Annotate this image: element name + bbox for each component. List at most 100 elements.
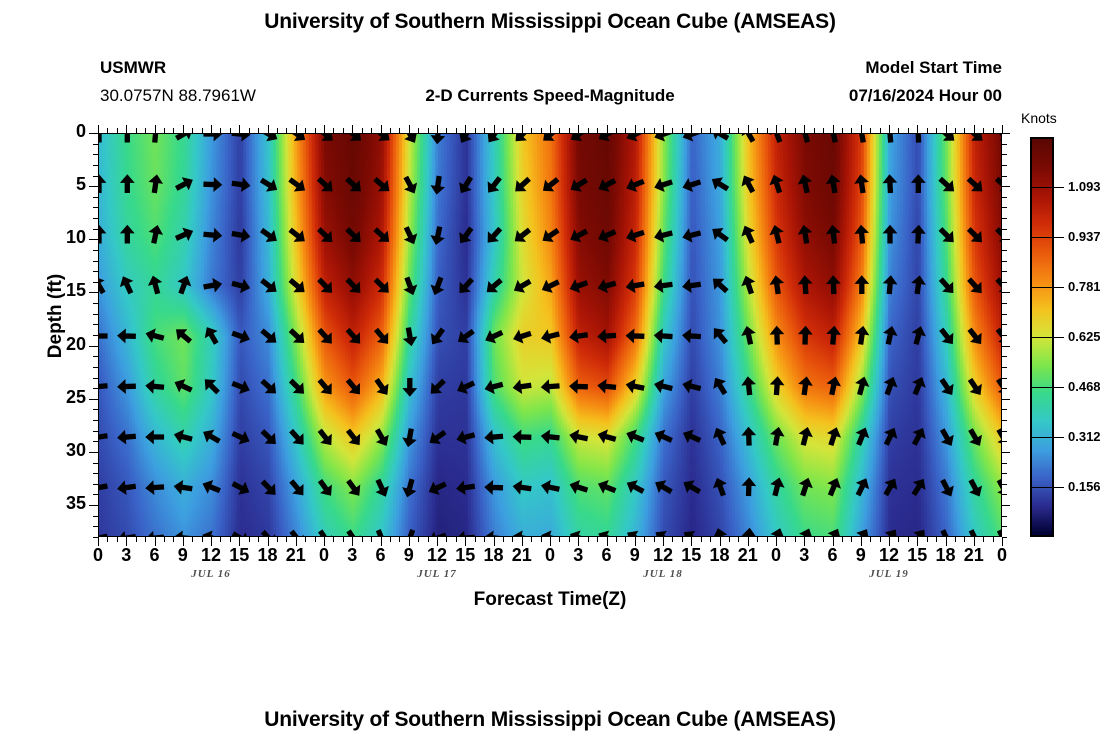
y-axis-right-tick: [1002, 335, 1007, 336]
y-axis-minor-tick: [93, 207, 98, 209]
x-axis-top-tick: [135, 128, 137, 133]
x-axis-minor-tick: [681, 537, 683, 542]
current-direction-arrow: [457, 380, 476, 394]
current-direction-arrow: [145, 328, 165, 343]
current-direction-arrow: [826, 427, 842, 446]
current-direction-arrow: [597, 328, 617, 344]
current-direction-arrow: [995, 277, 1001, 294]
current-direction-arrow: [484, 429, 504, 445]
y-axis-right-tick: [1002, 164, 1007, 166]
current-direction-arrow: [910, 174, 926, 194]
x-axis-minor-tick: [229, 537, 231, 542]
current-direction-arrow: [99, 429, 108, 445]
x-axis-minor-tick: [964, 537, 966, 542]
current-direction-arrow: [570, 228, 589, 243]
x-axis-tick-label: 9: [855, 545, 866, 565]
x-axis-minor-tick: [926, 537, 928, 542]
current-direction-arrow: [996, 529, 1001, 536]
current-direction-arrow: [825, 134, 841, 143]
current-direction-arrow: [288, 277, 305, 293]
current-direction-arrow: [231, 329, 250, 344]
x-axis-top-tick: [889, 125, 890, 133]
current-direction-arrow: [316, 134, 333, 141]
current-direction-arrow: [260, 328, 277, 343]
current-direction-arrow: [204, 327, 219, 345]
x-axis-tick-label: 21: [285, 545, 306, 565]
current-direction-arrow: [459, 134, 473, 143]
current-direction-arrow: [402, 377, 418, 397]
current-direction-arrow: [968, 529, 983, 536]
current-direction-arrow: [541, 530, 560, 536]
current-direction-arrow: [542, 177, 560, 192]
x-axis-top-tick: [399, 128, 401, 133]
current-direction-arrow: [626, 429, 645, 444]
current-direction-arrow: [883, 427, 898, 446]
current-direction-arrow: [174, 379, 193, 393]
y-axis-right-tick: [1002, 218, 1007, 220]
current-direction-arrow: [994, 176, 1001, 192]
current-direction-arrow: [145, 429, 165, 445]
current-direction-arrow: [799, 528, 813, 536]
x-axis-major-tick: [437, 537, 438, 546]
current-direction-arrow: [711, 177, 730, 192]
current-direction-arrow: [938, 227, 954, 243]
current-direction-arrow: [910, 224, 926, 244]
x-axis-minor-tick: [286, 537, 288, 542]
current-direction-arrow: [996, 428, 1001, 446]
x-axis-minor-tick: [587, 537, 589, 542]
x-axis-top-tick: [728, 128, 730, 133]
y-axis-right-tick: [1002, 324, 1007, 326]
y-axis-right-tick: [1002, 313, 1007, 315]
x-axis-top-tick: [719, 125, 721, 133]
x-axis-minor-tick: [851, 537, 853, 542]
x-axis-major-tick: [973, 537, 975, 546]
colorbar-tick-label: 0.15625: [1068, 479, 1100, 494]
x-axis-top-tick: [352, 125, 354, 133]
x-axis-top-tick: [804, 125, 806, 133]
x-axis-top-tick: [907, 128, 909, 133]
x-axis-tick-label: 6: [601, 545, 612, 565]
y-axis-right-tick: [1002, 526, 1007, 528]
x-axis-minor-tick: [672, 537, 674, 542]
current-direction-arrow: [203, 429, 221, 444]
x-axis-minor-tick: [135, 537, 137, 542]
x-axis-top-tick: [700, 128, 702, 133]
x-axis-minor-tick: [710, 537, 712, 542]
current-direction-arrow: [202, 530, 221, 536]
current-direction-arrow: [231, 177, 251, 193]
y-axis-right-tick: [1002, 430, 1007, 432]
y-axis-minor-tick: [93, 420, 98, 422]
current-direction-arrow: [345, 378, 361, 395]
current-direction-arrow: [713, 427, 727, 446]
current-direction-arrow: [117, 328, 136, 344]
x-axis-major-tick: [776, 537, 777, 546]
x-axis-top-tick: [173, 128, 175, 133]
current-direction-arrow: [855, 478, 870, 497]
current-direction-arrow: [99, 328, 108, 344]
current-direction-arrow: [345, 227, 361, 243]
colorbar-tick-label: 0.31250: [1068, 429, 1100, 444]
x-axis-minor-tick: [502, 537, 504, 542]
x-axis-top-tick: [239, 125, 241, 133]
x-axis-top-tick: [163, 128, 165, 133]
y-axis-right-tick: [1002, 133, 1010, 134]
current-direction-arrow: [487, 176, 502, 193]
current-direction-arrow: [541, 329, 560, 344]
current-direction-arrow: [202, 480, 221, 494]
current-direction-arrow: [826, 376, 842, 396]
x-axis-top-tick: [898, 128, 900, 133]
current-direction-arrow: [374, 428, 389, 446]
current-direction-arrow: [854, 134, 869, 143]
x-axis-minor-tick: [192, 537, 194, 542]
x-axis-tick-label: 15: [907, 545, 928, 565]
current-direction-arrow: [683, 530, 701, 536]
current-direction-arrow: [117, 530, 137, 536]
x-axis-top-tick: [841, 128, 843, 133]
x-axis-minor-tick: [540, 537, 542, 542]
current-direction-arrow: [854, 174, 869, 194]
x-axis-major-tick: [832, 537, 834, 546]
current-direction-arrow: [912, 377, 926, 396]
colorbar-tick: [1030, 437, 1064, 438]
current-direction-arrow: [597, 278, 617, 294]
x-axis-major-tick: [606, 537, 608, 546]
